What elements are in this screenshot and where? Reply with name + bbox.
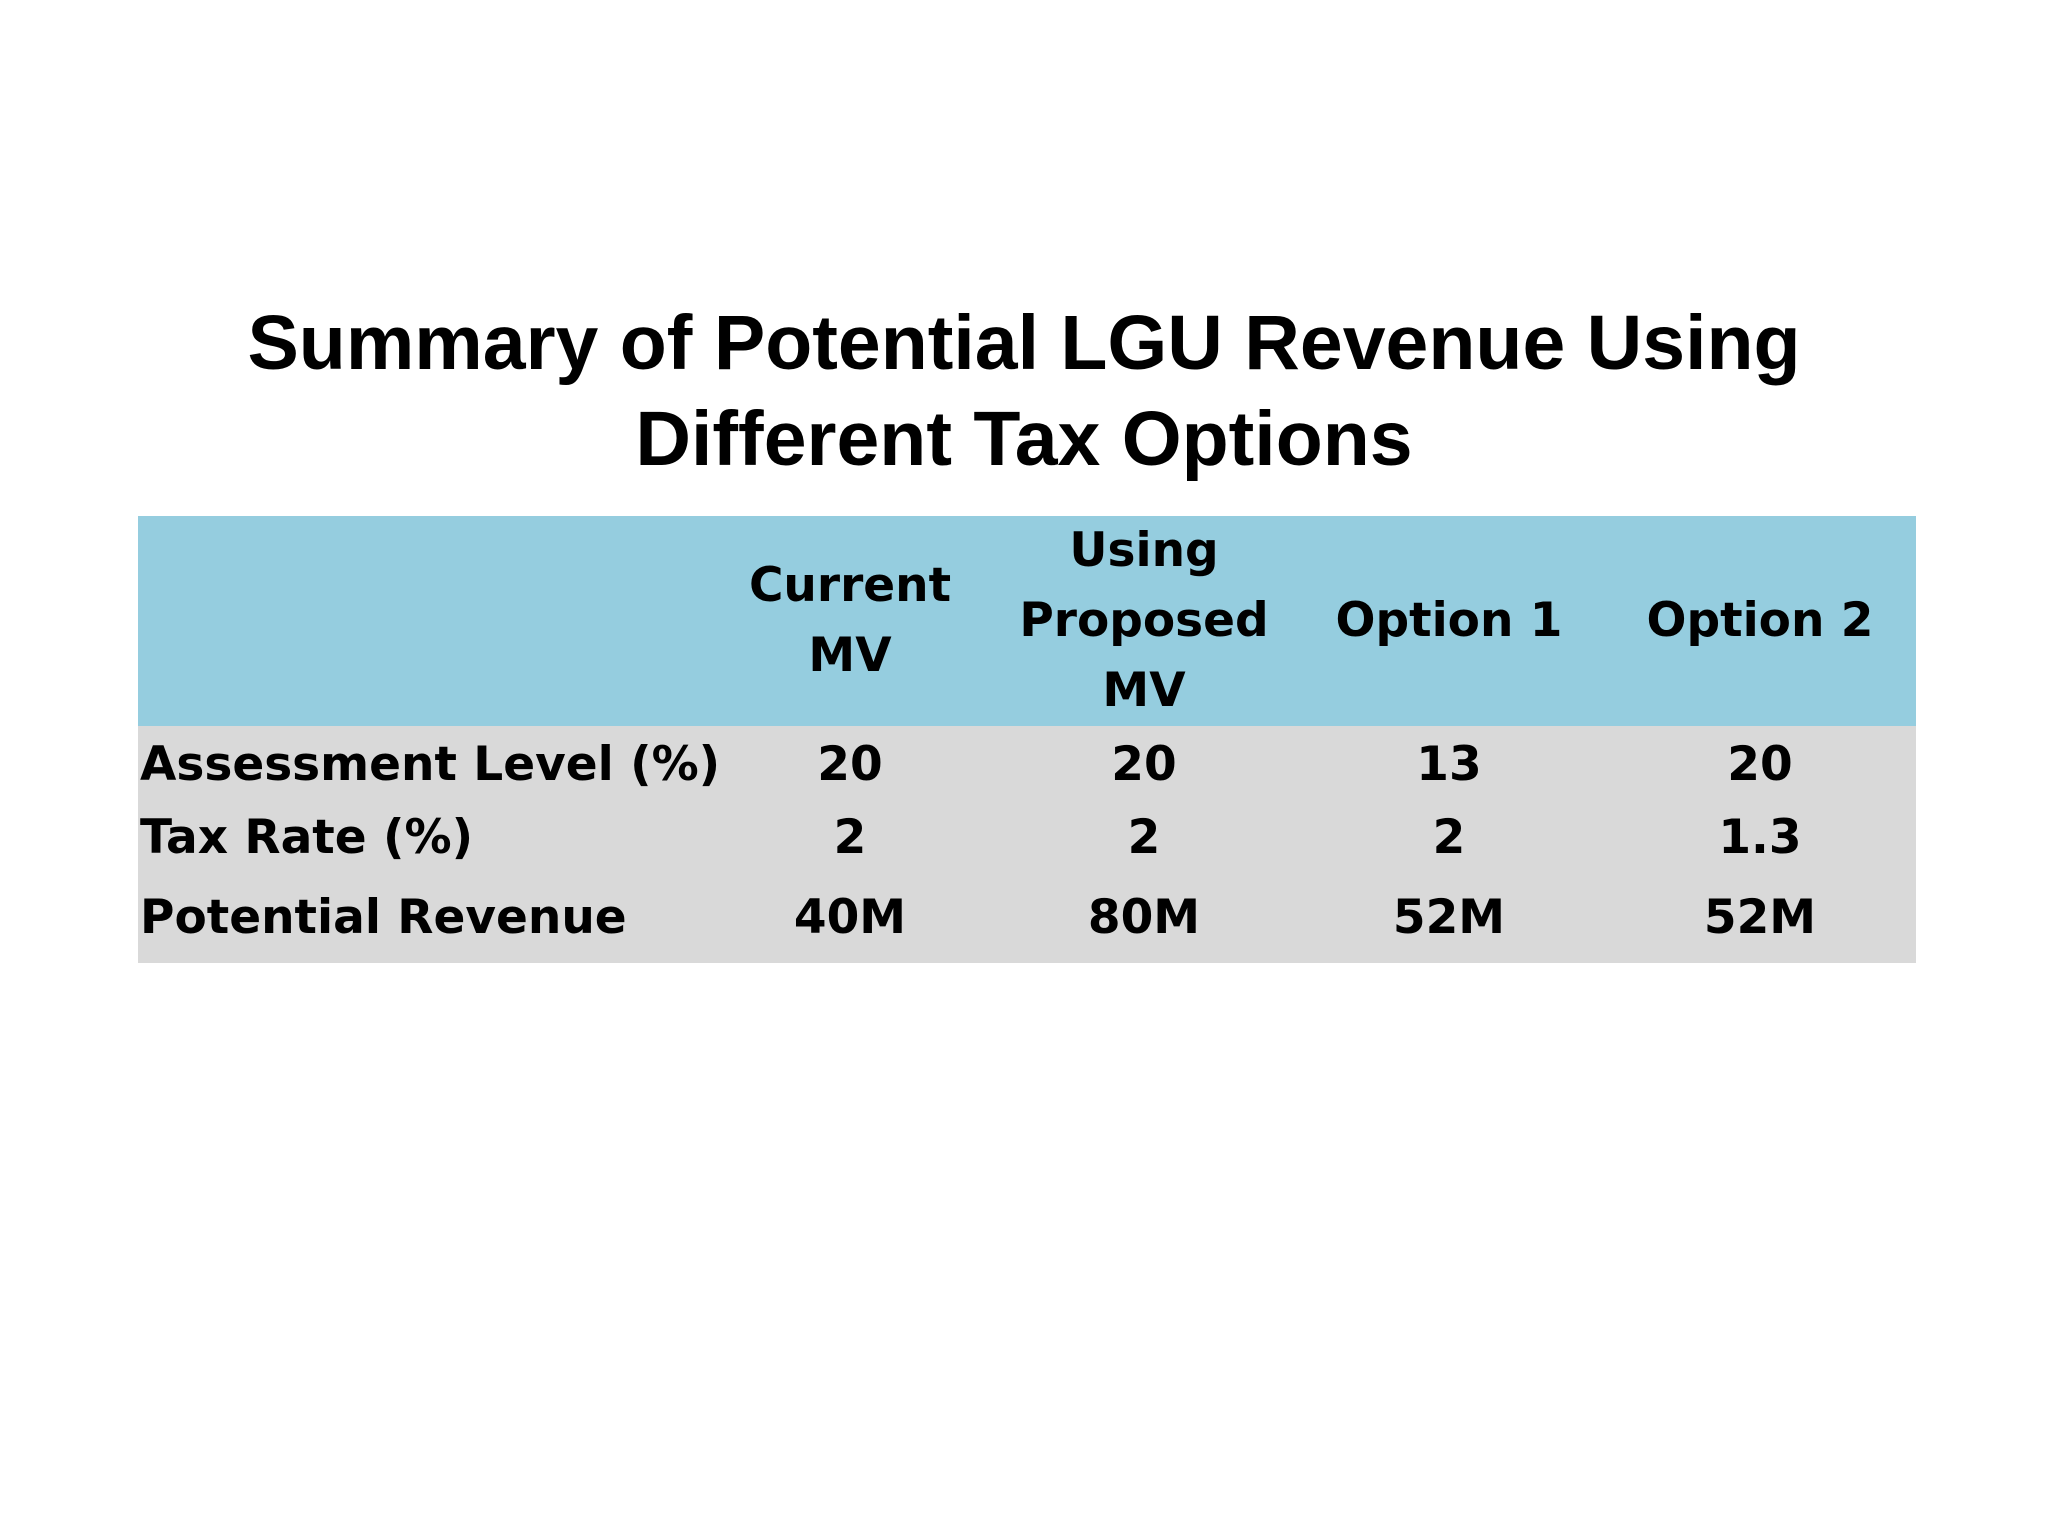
table-row: Potential Revenue 40M 80M 52M 52M	[138, 872, 1916, 963]
table-header: Current MV Using Proposed MV Option 1 Op…	[138, 516, 1916, 726]
table-row: Tax Rate (%) 2 2 2 1.3	[138, 802, 1916, 872]
table-cell: 13	[1416, 736, 1482, 792]
header-label: Using	[1069, 523, 1219, 578]
header-option-1: Option 1	[1294, 516, 1604, 726]
table-cell: 2	[1432, 809, 1466, 865]
header-label: Current	[748, 558, 952, 613]
title-line-1: Summary of Potential LGU Revenue Using	[247, 300, 1801, 386]
table-cell: 2	[1127, 809, 1161, 865]
header-row: Current MV Using Proposed MV Option 1 Op…	[138, 516, 1916, 726]
revenue-table: Current MV Using Proposed MV Option 1 Op…	[138, 516, 1916, 963]
title-line-2: Different Tax Options	[635, 396, 1413, 482]
table-cell: 1.3	[1718, 809, 1802, 865]
table-row: Assessment Level (%) 20 20 13 20	[138, 726, 1916, 802]
row-label: Tax Rate (%)	[140, 809, 474, 865]
table-cell: 20	[1727, 736, 1793, 792]
header-label: MV	[808, 628, 892, 683]
table-cell: 20	[1111, 736, 1177, 792]
header-proposed-mv: Using Proposed MV	[994, 516, 1294, 726]
header-label: Option 1	[1335, 593, 1563, 648]
table-cell: 40M	[793, 890, 907, 945]
header-current-mv: Current MV	[706, 516, 994, 726]
header-empty-cell	[138, 516, 706, 726]
header-label: Option 2	[1646, 593, 1874, 648]
table-cell: 52M	[1703, 890, 1817, 945]
table-cell: 20	[817, 736, 883, 792]
row-label: Potential Revenue	[140, 890, 627, 945]
table-cell: 52M	[1392, 890, 1506, 945]
table-body: Assessment Level (%) 20 20 13 20 Tax Rat…	[138, 726, 1916, 963]
header-label: Proposed MV	[1019, 593, 1269, 718]
row-label: Assessment Level (%)	[140, 736, 721, 792]
table-cell: 2	[833, 809, 867, 865]
table-cell: 80M	[1087, 890, 1201, 945]
revenue-table-container: Current MV Using Proposed MV Option 1 Op…	[138, 516, 1916, 963]
header-option-2: Option 2	[1604, 516, 1916, 726]
page-title: Summary of Potential LGU Revenue Using D…	[0, 295, 2048, 487]
